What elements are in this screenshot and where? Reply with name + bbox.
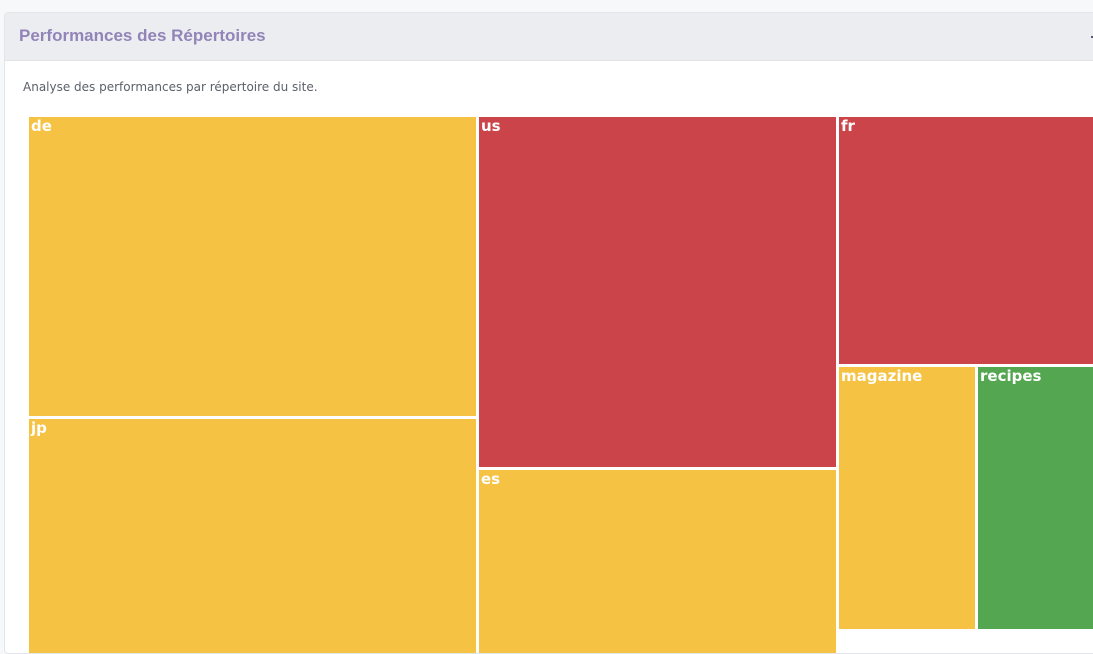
tile-label-es: es xyxy=(481,470,501,488)
directory-performance-panel: Performances des Répertoires Analyse des… xyxy=(4,12,1093,654)
panel-description: Analyse des performances par répertoire … xyxy=(23,80,318,94)
treemap-tile-us[interactable]: us xyxy=(479,117,836,467)
panel-header: Performances des Répertoires xyxy=(5,13,1093,61)
tile-label-fr: fr xyxy=(841,117,855,135)
treemap-tile-recipes[interactable]: recipes xyxy=(978,367,1093,629)
treemap-tile-magazine[interactable]: magazine xyxy=(839,367,975,629)
tile-label-recipes: recipes xyxy=(980,367,1042,385)
treemap-tile-fr[interactable]: fr xyxy=(839,117,1093,364)
tile-label-jp: jp xyxy=(31,419,47,437)
treemap-tile-de[interactable]: de xyxy=(29,117,476,416)
tile-label-de: de xyxy=(31,117,52,135)
treemap-tile-jp[interactable]: jp xyxy=(29,419,476,653)
panel-title: Performances des Répertoires xyxy=(19,26,266,45)
directory-treemap: de jp us es fr magazine recipes xyxy=(29,117,1093,653)
tile-label-us: us xyxy=(481,117,501,135)
tile-label-magazine: magazine xyxy=(841,367,923,385)
collapse-icon[interactable] xyxy=(1091,36,1093,38)
treemap-tile-es[interactable]: es xyxy=(479,470,836,653)
